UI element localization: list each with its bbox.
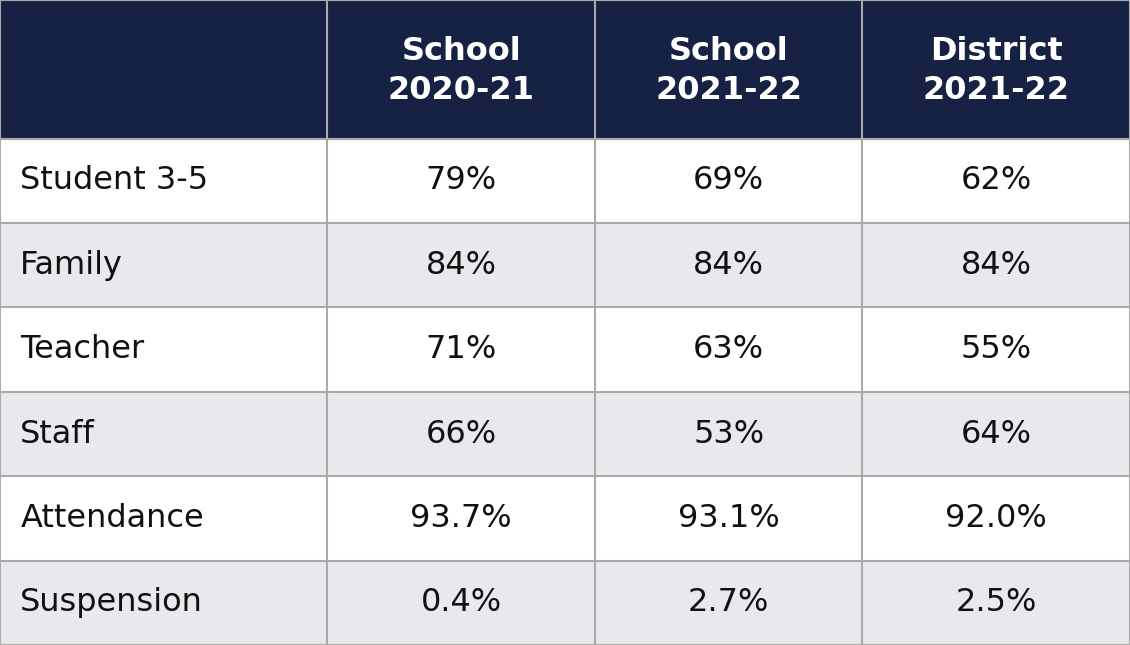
Bar xyxy=(328,139,594,223)
Bar xyxy=(0,476,328,561)
Text: 92.0%: 92.0% xyxy=(946,503,1048,534)
Bar xyxy=(328,0,594,139)
Bar xyxy=(594,139,862,223)
Text: 84%: 84% xyxy=(426,250,497,281)
Bar xyxy=(328,392,594,476)
Text: 2021-22: 2021-22 xyxy=(923,75,1070,106)
Bar xyxy=(594,223,862,308)
Bar xyxy=(328,561,594,645)
Bar xyxy=(594,0,862,139)
Bar xyxy=(862,0,1130,139)
Bar xyxy=(594,308,862,392)
Text: 79%: 79% xyxy=(426,165,497,196)
Text: 93.7%: 93.7% xyxy=(410,503,512,534)
Bar xyxy=(328,476,594,561)
Bar xyxy=(0,561,328,645)
Text: School: School xyxy=(669,35,789,67)
Bar xyxy=(862,392,1130,476)
Bar xyxy=(0,392,328,476)
Text: School: School xyxy=(401,35,521,67)
Text: Suspension: Suspension xyxy=(20,588,203,619)
Text: Teacher: Teacher xyxy=(20,334,145,365)
Bar xyxy=(862,476,1130,561)
Text: 62%: 62% xyxy=(960,165,1032,196)
Text: District: District xyxy=(930,35,1062,67)
Bar xyxy=(862,308,1130,392)
Text: 84%: 84% xyxy=(960,250,1032,281)
Text: 2020-21: 2020-21 xyxy=(388,75,534,106)
Bar xyxy=(0,139,328,223)
Text: Attendance: Attendance xyxy=(20,503,205,534)
Text: 66%: 66% xyxy=(426,419,497,450)
Text: 84%: 84% xyxy=(693,250,764,281)
Text: 53%: 53% xyxy=(693,419,764,450)
Text: 0.4%: 0.4% xyxy=(420,588,502,619)
Bar xyxy=(594,561,862,645)
Bar xyxy=(862,561,1130,645)
Text: Student 3-5: Student 3-5 xyxy=(20,165,208,196)
Bar xyxy=(0,223,328,308)
Text: 55%: 55% xyxy=(960,334,1032,365)
Bar xyxy=(328,308,594,392)
Bar xyxy=(0,308,328,392)
Text: 2021-22: 2021-22 xyxy=(655,75,802,106)
Text: 63%: 63% xyxy=(693,334,764,365)
Bar xyxy=(862,223,1130,308)
Bar xyxy=(594,392,862,476)
Text: 2.7%: 2.7% xyxy=(688,588,770,619)
Bar xyxy=(594,476,862,561)
Text: 71%: 71% xyxy=(426,334,497,365)
Text: Staff: Staff xyxy=(20,419,95,450)
Text: 93.1%: 93.1% xyxy=(678,503,780,534)
Bar xyxy=(862,139,1130,223)
Bar xyxy=(0,0,328,139)
Text: 2.5%: 2.5% xyxy=(956,588,1037,619)
Text: 69%: 69% xyxy=(693,165,764,196)
Text: Family: Family xyxy=(20,250,123,281)
Text: 64%: 64% xyxy=(960,419,1032,450)
Bar xyxy=(328,223,594,308)
